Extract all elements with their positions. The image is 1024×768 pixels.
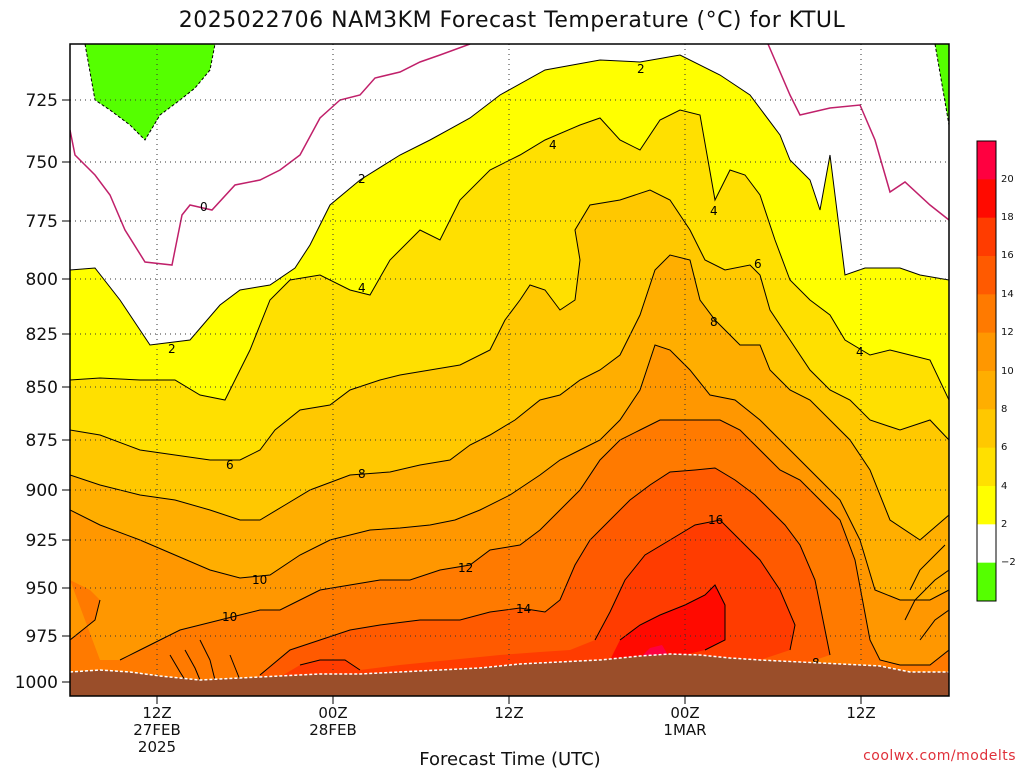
y-tick-label: 725 xyxy=(26,91,58,111)
y-tick-label: 900 xyxy=(26,481,58,501)
contour-label: 8 xyxy=(710,315,718,329)
colorbar-tick: −2 xyxy=(1001,557,1016,568)
y-axis: 725 750 775 800 825 850 875 900 925 950 … xyxy=(15,91,70,693)
colorbar-swatch xyxy=(977,217,996,257)
y-tick-label: 875 xyxy=(26,431,58,451)
contour-label: 10 xyxy=(252,573,267,587)
contour-label: 4 xyxy=(710,204,718,218)
x-tick-label: 00Z xyxy=(318,704,347,722)
contour-label: 2 xyxy=(168,342,176,356)
contour-label: 14 xyxy=(516,602,531,616)
credit-link[interactable]: coolwx.com/modelts xyxy=(863,748,1016,764)
x-axis-title: Forecast Time (UTC) xyxy=(419,749,600,768)
colorbar-swatch xyxy=(977,332,996,372)
colorbar-tick: 6 xyxy=(1001,442,1007,453)
band-18-20 xyxy=(610,585,725,660)
colorbar: 20 18 16 14 12 10 8 6 4 2 −2 xyxy=(976,140,1016,602)
y-tick-label: 825 xyxy=(26,325,58,345)
colorbar-tick: 8 xyxy=(1001,404,1007,415)
colorbar-tick: 10 xyxy=(1001,366,1014,377)
colorbar-tick: 20 xyxy=(1001,174,1014,185)
colorbar-swatch xyxy=(977,256,996,295)
colorbar-tick: 12 xyxy=(1001,327,1014,338)
y-tick-label: 800 xyxy=(26,270,58,290)
x-tick-date: 28FEB xyxy=(309,721,356,739)
contour-label: 2 xyxy=(358,172,366,186)
contour-label: 16 xyxy=(708,513,723,527)
chart-title: 2025022706 NAM3KM Forecast Temperature (… xyxy=(179,8,846,33)
colorbar-swatch xyxy=(977,409,996,449)
x-tick-year: 2025 xyxy=(138,738,176,756)
colorbar-swatch xyxy=(977,486,996,525)
contour-label: 6 xyxy=(754,257,762,271)
contour-label: 10 xyxy=(222,610,237,624)
x-tick-date: 1MAR xyxy=(663,721,706,739)
y-tick-label: 1000 xyxy=(15,673,58,693)
colorbar-swatches xyxy=(977,141,996,602)
x-axis: 12Z 27FEB 2025 00Z 28FEB 12Z 00Z 1MAR 12… xyxy=(133,696,876,756)
contour-label: 4 xyxy=(856,345,864,359)
y-tick-label: 925 xyxy=(26,531,58,551)
terrain xyxy=(70,654,949,696)
contour-label: 0 xyxy=(200,200,208,214)
colorbar-swatch xyxy=(977,141,996,180)
x-tick-label: 12Z xyxy=(494,704,523,722)
x-tick-label: 12Z xyxy=(142,704,171,722)
y-tick-label: 750 xyxy=(26,153,58,173)
y-tick-label: 775 xyxy=(26,212,58,232)
x-tick-label: 00Z xyxy=(670,704,699,722)
contour-lines xyxy=(70,54,949,681)
colorbar-tick: 16 xyxy=(1001,250,1014,261)
y-tick-label: 850 xyxy=(26,378,58,398)
contour-label: 4 xyxy=(549,138,557,152)
x-tick-label: 12Z xyxy=(846,704,875,722)
colorbar-tick: 14 xyxy=(1001,289,1014,300)
colorbar-swatch xyxy=(977,294,996,334)
zero-contour-left xyxy=(70,44,471,266)
colorbar-swatch xyxy=(977,524,996,564)
colorbar-swatch xyxy=(977,371,996,410)
zero-contour-right xyxy=(767,44,949,221)
x-tick-date: 27FEB xyxy=(133,721,180,739)
colorbar-swatch xyxy=(977,562,996,602)
colorbar-tick: 2 xyxy=(1001,519,1007,530)
colorbar-swatch xyxy=(977,179,996,219)
colorbar-swatch xyxy=(977,447,996,487)
band-below-neg2-left xyxy=(85,44,215,140)
contour-label: 6 xyxy=(226,458,234,472)
plot-area: 0 2 2 2 4 4 4 4 6 6 8 8 8 10 10 12 14 16 xyxy=(70,44,949,696)
y-tick-label: 975 xyxy=(26,627,58,647)
contour-label: 12 xyxy=(458,561,473,575)
y-tick-label: 950 xyxy=(26,579,58,599)
contour-label: 4 xyxy=(358,281,366,295)
contour-labels: 0 2 2 2 4 4 4 4 6 6 8 8 8 10 10 12 14 16 xyxy=(168,62,864,670)
colorbar-tick: 18 xyxy=(1001,212,1014,223)
colorbar-tick: 4 xyxy=(1001,481,1007,492)
colorbar-frame xyxy=(976,140,997,602)
grid xyxy=(70,44,949,696)
contour-label: 8 xyxy=(358,467,366,481)
contour-label: 2 xyxy=(637,62,645,76)
